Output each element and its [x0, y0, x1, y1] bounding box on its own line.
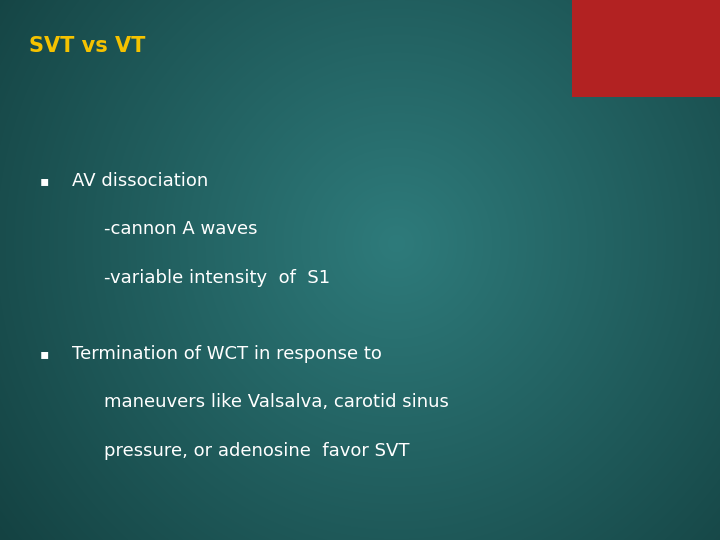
Text: -variable intensity  of  S1: -variable intensity of S1	[104, 269, 330, 287]
Text: Termination of WCT in response to: Termination of WCT in response to	[72, 345, 382, 363]
Text: -cannon A waves: -cannon A waves	[104, 220, 258, 239]
Text: AV dissociation: AV dissociation	[72, 172, 208, 190]
Text: SVT vs VT: SVT vs VT	[29, 36, 145, 56]
Text: ▪: ▪	[40, 174, 49, 188]
Text: ▪: ▪	[40, 347, 49, 361]
FancyBboxPatch shape	[572, 0, 720, 97]
Text: pressure, or adenosine  favor SVT: pressure, or adenosine favor SVT	[104, 442, 410, 460]
Text: maneuvers like Valsalva, carotid sinus: maneuvers like Valsalva, carotid sinus	[104, 393, 449, 411]
